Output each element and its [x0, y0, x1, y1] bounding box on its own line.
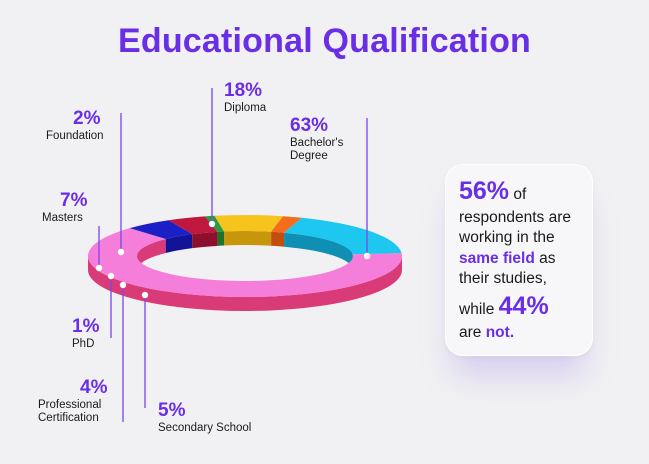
callout-text-4: are	[459, 323, 486, 341]
label-professional-certification-name: Professional Certification	[38, 398, 102, 425]
label-bachelors-name: Bachelor's Degree	[290, 136, 344, 163]
callout-highlight-same-field: same field	[459, 249, 535, 267]
label-masters-pct: 7%	[60, 190, 88, 211]
label-foundation-pct: 2%	[73, 108, 101, 129]
label-secondary-school: 5% Secondary School	[158, 400, 251, 435]
slice-foundation	[271, 216, 302, 233]
leader-dot-secondary-school	[141, 291, 149, 299]
leader-dot-foundation	[117, 248, 125, 256]
label-secondary-school-pct: 5%	[158, 400, 186, 421]
label-diploma: 18% Diploma	[224, 80, 266, 115]
chart-title: Educational Qualification	[117, 22, 532, 60]
leader-dot-professional-certification	[119, 281, 127, 289]
leader-dot-phd	[107, 272, 115, 280]
label-secondary-school-name: Secondary School	[158, 421, 252, 434]
label-foundation: 2% Foundation	[46, 108, 104, 143]
callout-stat-44: 44%	[498, 291, 549, 320]
label-diploma-name: Diploma	[224, 101, 267, 114]
slice-inner-secondary-school	[165, 234, 193, 254]
leader-dot-masters	[95, 264, 103, 272]
label-phd: 1% PhD	[72, 316, 99, 351]
slice-diploma	[284, 217, 402, 255]
slice-inner-phd	[217, 231, 225, 246]
label-diploma-pct: 18%	[224, 80, 263, 101]
slice-inner-professional-certification	[192, 231, 218, 249]
callout-card: 56% of respondents are working in the sa…	[445, 164, 593, 356]
slice-bachelor-s-degree	[88, 228, 403, 297]
slice-inner-diploma	[284, 232, 353, 269]
callout-text-2: as their studies,	[459, 249, 556, 288]
leader-dot-bachelor-s-degree	[363, 252, 371, 260]
slice-inner-foundation	[271, 231, 285, 247]
callout-stat-56: 56%	[459, 177, 510, 205]
slice-professional-certification	[168, 216, 218, 235]
leader-dot-diploma	[208, 220, 216, 228]
slice-secondary-school	[129, 220, 193, 240]
callout-text-1: of respondents are working in the	[459, 186, 572, 247]
label-foundation-name: Foundation	[46, 129, 104, 142]
label-phd-pct: 1%	[72, 316, 100, 337]
label-phd-name: PhD	[72, 337, 95, 350]
label-masters: 7% Masters	[42, 190, 87, 225]
label-masters-name: Masters	[42, 211, 83, 224]
callout-highlight-not: not.	[485, 323, 515, 341]
callout-text-3: while	[459, 300, 499, 318]
label-professional-certification-pct: 4%	[80, 377, 108, 398]
slice-inner-masters	[224, 231, 272, 246]
label-bachelors-pct: 63%	[290, 115, 329, 136]
label-professional-certification: 4% Professional Certification	[38, 377, 112, 425]
slice-side-bachelor-s-degree	[88, 256, 402, 311]
label-bachelors: 63% Bachelor's Degree	[290, 115, 356, 163]
slice-inner-bachelor-s-degree	[137, 239, 166, 270]
slice-masters	[214, 215, 283, 232]
